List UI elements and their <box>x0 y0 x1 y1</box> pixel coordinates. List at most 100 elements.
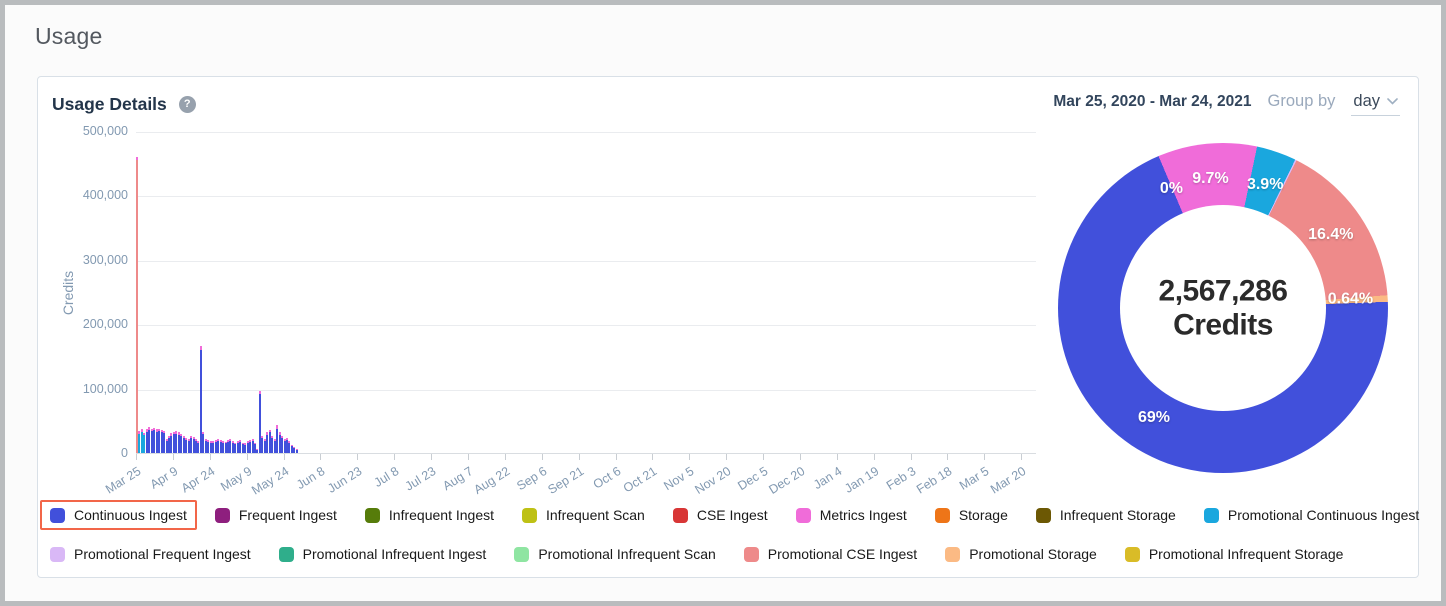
legend-label: Promotional Infrequent Scan <box>538 546 716 562</box>
bar <box>180 433 183 453</box>
bar-metrics-tip <box>204 438 207 441</box>
bar-metrics-tip <box>244 443 247 445</box>
bar <box>148 427 151 453</box>
legend-label: Promotional Continuous Ingest <box>1227 507 1420 523</box>
donut-segment-label: 69% <box>1138 409 1171 427</box>
legend-item-infrequent-ingest[interactable]: Infrequent Ingest <box>355 500 504 530</box>
legend-item-infrequent-scan[interactable]: Infrequent Scan <box>512 500 655 530</box>
legend-item-cse-ingest[interactable]: CSE Ingest <box>663 500 778 530</box>
group-by-select[interactable]: day <box>1351 92 1400 116</box>
legend-item-promotional-infrequent-ingest[interactable]: Promotional Infrequent Ingest <box>269 539 497 569</box>
bar-metrics-tip <box>226 440 229 443</box>
bar <box>202 431 205 453</box>
legend-label: CSE Ingest <box>696 507 768 523</box>
legend-label: Infrequent Storage <box>1059 507 1176 523</box>
bar <box>158 428 161 453</box>
donut-ring <box>1058 143 1388 473</box>
legend-label: Infrequent Scan <box>546 507 645 523</box>
bar <box>209 441 212 453</box>
y-tick-label: 300,000 <box>82 252 128 267</box>
bar <box>290 444 293 453</box>
x-tick-mark <box>652 454 654 460</box>
legend-swatch <box>50 546 65 562</box>
bar <box>276 425 279 453</box>
legend-swatch <box>214 507 230 523</box>
donut-segment-label: 9.7% <box>1192 169 1229 187</box>
help-icon[interactable]: ? <box>178 95 196 113</box>
bar-metrics-tip <box>231 441 234 443</box>
card-title: Usage Details <box>52 93 167 114</box>
charts-row: Credits 0 100,000 200,000 300,000 400,000 500… <box>50 121 1406 498</box>
x-tick-mark <box>283 454 285 460</box>
legend-item-continuous-ingest[interactable]: Continuous Ingest <box>40 500 197 530</box>
legend-item-metrics-ingest[interactable]: Metrics Ingest <box>786 500 917 530</box>
x-tick-mark <box>467 454 469 460</box>
legend-label: Continuous Ingest <box>74 507 187 523</box>
bar-metrics-tip <box>283 439 286 442</box>
bar-metrics-tip <box>281 436 284 439</box>
bar-metrics-tip <box>229 438 232 441</box>
legend-swatch <box>278 546 294 562</box>
y-tick-label: 500,000 <box>82 124 128 138</box>
bar <box>244 443 247 453</box>
legend-swatch <box>934 507 950 523</box>
bar-metrics-tip <box>190 436 193 439</box>
bar <box>249 440 252 453</box>
bar-metrics-tip <box>246 441 249 444</box>
bar-metrics-tip <box>209 441 212 443</box>
legend-label: Storage <box>958 507 1008 523</box>
bar <box>187 438 190 453</box>
legend-item-promotional-continuous-ingest[interactable]: Promotional Continuous Ingest <box>1194 500 1429 530</box>
legend-item-promotional-frequent-ingest[interactable]: Promotional Frequent Ingest <box>40 539 261 569</box>
legend-item-promotional-cse-ingest[interactable]: Promotional CSE Ingest <box>734 539 927 569</box>
bar-metrics-tip <box>278 432 281 435</box>
bar-metrics-tip <box>222 441 225 443</box>
bar-metrics-tip <box>155 429 158 432</box>
usage-details-card: Usage Details ? Mar 25, 2020 - Mar 24, 2… <box>37 76 1419 578</box>
legend-item-promotional-storage[interactable]: Promotional Storage <box>935 539 1107 569</box>
bar <box>239 440 242 453</box>
bar-metrics-tip <box>199 346 202 350</box>
legend-item-storage[interactable]: Storage <box>925 500 1018 530</box>
bar <box>266 432 269 453</box>
bar <box>231 441 234 453</box>
x-tick-mark <box>689 454 691 460</box>
bar <box>199 346 202 453</box>
legend-label: Infrequent Ingest <box>388 507 494 523</box>
legend-label: Promotional Storage <box>969 546 1097 562</box>
bar <box>268 429 271 453</box>
bar <box>278 432 281 453</box>
bar <box>175 431 178 453</box>
bar-metrics-tip <box>251 438 254 441</box>
bar-metrics-tip <box>143 433 146 435</box>
legend-swatch <box>743 546 759 562</box>
bar <box>258 390 261 453</box>
bar-metrics-tip <box>217 438 220 441</box>
bar-metrics-tip <box>256 449 259 451</box>
legend-item-promotional-infrequent-scan[interactable]: Promotional Infrequent Scan <box>504 539 725 569</box>
bar <box>261 436 264 453</box>
bar <box>273 439 276 453</box>
bar-metrics-tip <box>138 431 141 434</box>
bar-plot-area <box>136 132 1036 454</box>
bar <box>236 441 239 453</box>
chevron-down-icon <box>1387 98 1398 105</box>
legend-row: Promotional Frequent Ingest Promotional I… <box>40 536 1406 572</box>
legend-label: Promotional CSE Ingest <box>767 546 918 562</box>
bar <box>256 449 259 453</box>
bar-metrics-tip <box>170 433 173 436</box>
bar-metrics-tip <box>268 429 271 433</box>
legend-swatch <box>672 507 688 523</box>
bar-metrics-tip <box>241 442 244 444</box>
bar-metrics-tip <box>145 429 148 432</box>
bar <box>234 442 237 453</box>
legend-item-promotional-infrequent-storage[interactable]: Promotional Infrequent Storage <box>1115 539 1354 569</box>
bar <box>224 442 227 453</box>
y-tick-label: 200,000 <box>82 317 128 332</box>
legend-item-frequent-ingest[interactable]: Frequent Ingest <box>205 500 347 530</box>
legend-swatch <box>522 507 537 523</box>
usage-bar-chart: Credits 0 100,000 200,000 300,000 400,000 500… <box>50 121 1040 498</box>
bar-metrics-tip <box>273 439 276 442</box>
x-tick-mark <box>320 454 322 460</box>
legend-item-infrequent-storage[interactable]: Infrequent Storage <box>1026 500 1186 530</box>
